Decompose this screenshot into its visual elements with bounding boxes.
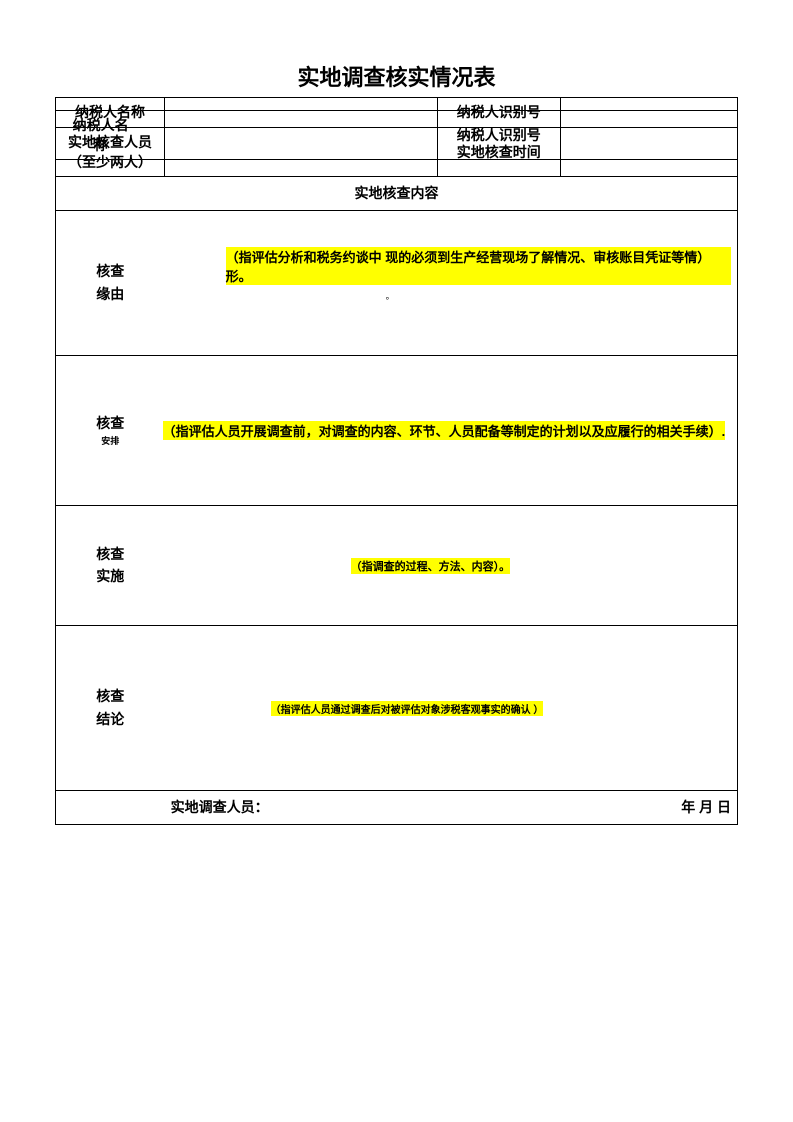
content-section-header: 实地核查内容: [56, 176, 738, 210]
label-inspector: 实地核查人员 （至少两人）: [56, 127, 165, 176]
label-inspector-line2: （至少两人）: [62, 152, 158, 172]
page-title: 实地调查核实情况表: [55, 60, 738, 92]
row-label-conclusion: 核查结论: [56, 625, 165, 790]
reason-sub: 。: [386, 289, 731, 302]
label-taxpayer-name: 纳税人名称: [56, 97, 165, 127]
implement-note: （指调查的过程、方法、内容）。: [351, 558, 511, 574]
label-taxpayer-id: 纳税人识别号: [437, 97, 560, 127]
row-content-implement: （指调查的过程、方法、内容）。: [165, 505, 738, 625]
row-label-arrange: 核查 安排: [56, 355, 165, 505]
main-table: 纳税人名称 纳税人识别号 实地核查人员 （至少两人） 实地核查时间 实地核查内容…: [55, 97, 738, 825]
row-label-implement: 核查实施: [56, 505, 165, 625]
footer-spacer: [56, 790, 165, 824]
row-label-reason: 核查缘由: [56, 210, 165, 355]
footer-date: 年 月 日: [681, 797, 731, 817]
row-content-reason: （指评估分析和税务约谈中 现的必须到生产经营现场了解情况、审核账目凭证等情）形。…: [165, 210, 738, 355]
footer-inspector-label: 实地调查人员：: [171, 797, 269, 817]
row-content-conclusion: （指评估人员通过调查后对被评估对象涉税客观事实的确认 ）: [165, 625, 738, 790]
reason-note: （指评估分析和税务约谈中 现的必须到生产经营现场了解情况、审核账目凭证等情）形。: [226, 247, 731, 285]
arrange-note: （指评估人员开展调查前，对调查的内容、环节、人员配备等制定的计划以及应履行的相关…: [163, 421, 726, 440]
footer-cell: 实地调查人员： 年 月 日: [165, 790, 738, 824]
value-taxpayer-id: [560, 97, 737, 127]
arrange-label-sub: 安排: [62, 434, 159, 448]
value-inspection-time: [560, 127, 737, 176]
value-inspector: [165, 127, 438, 176]
conclusion-note: （指评估人员通过调查后对被评估对象涉税客观事实的确认 ）: [271, 701, 544, 716]
label-inspector-line1: 实地核查人员: [62, 132, 158, 152]
row-content-arrange: （指评估人员开展调查前，对调查的内容、环节、人员配备等制定的计划以及应履行的相关…: [165, 355, 738, 505]
value-taxpayer-name: [165, 97, 438, 127]
arrange-label-main: 核查: [62, 412, 159, 434]
label-inspection-time: 实地核查时间: [437, 127, 560, 176]
